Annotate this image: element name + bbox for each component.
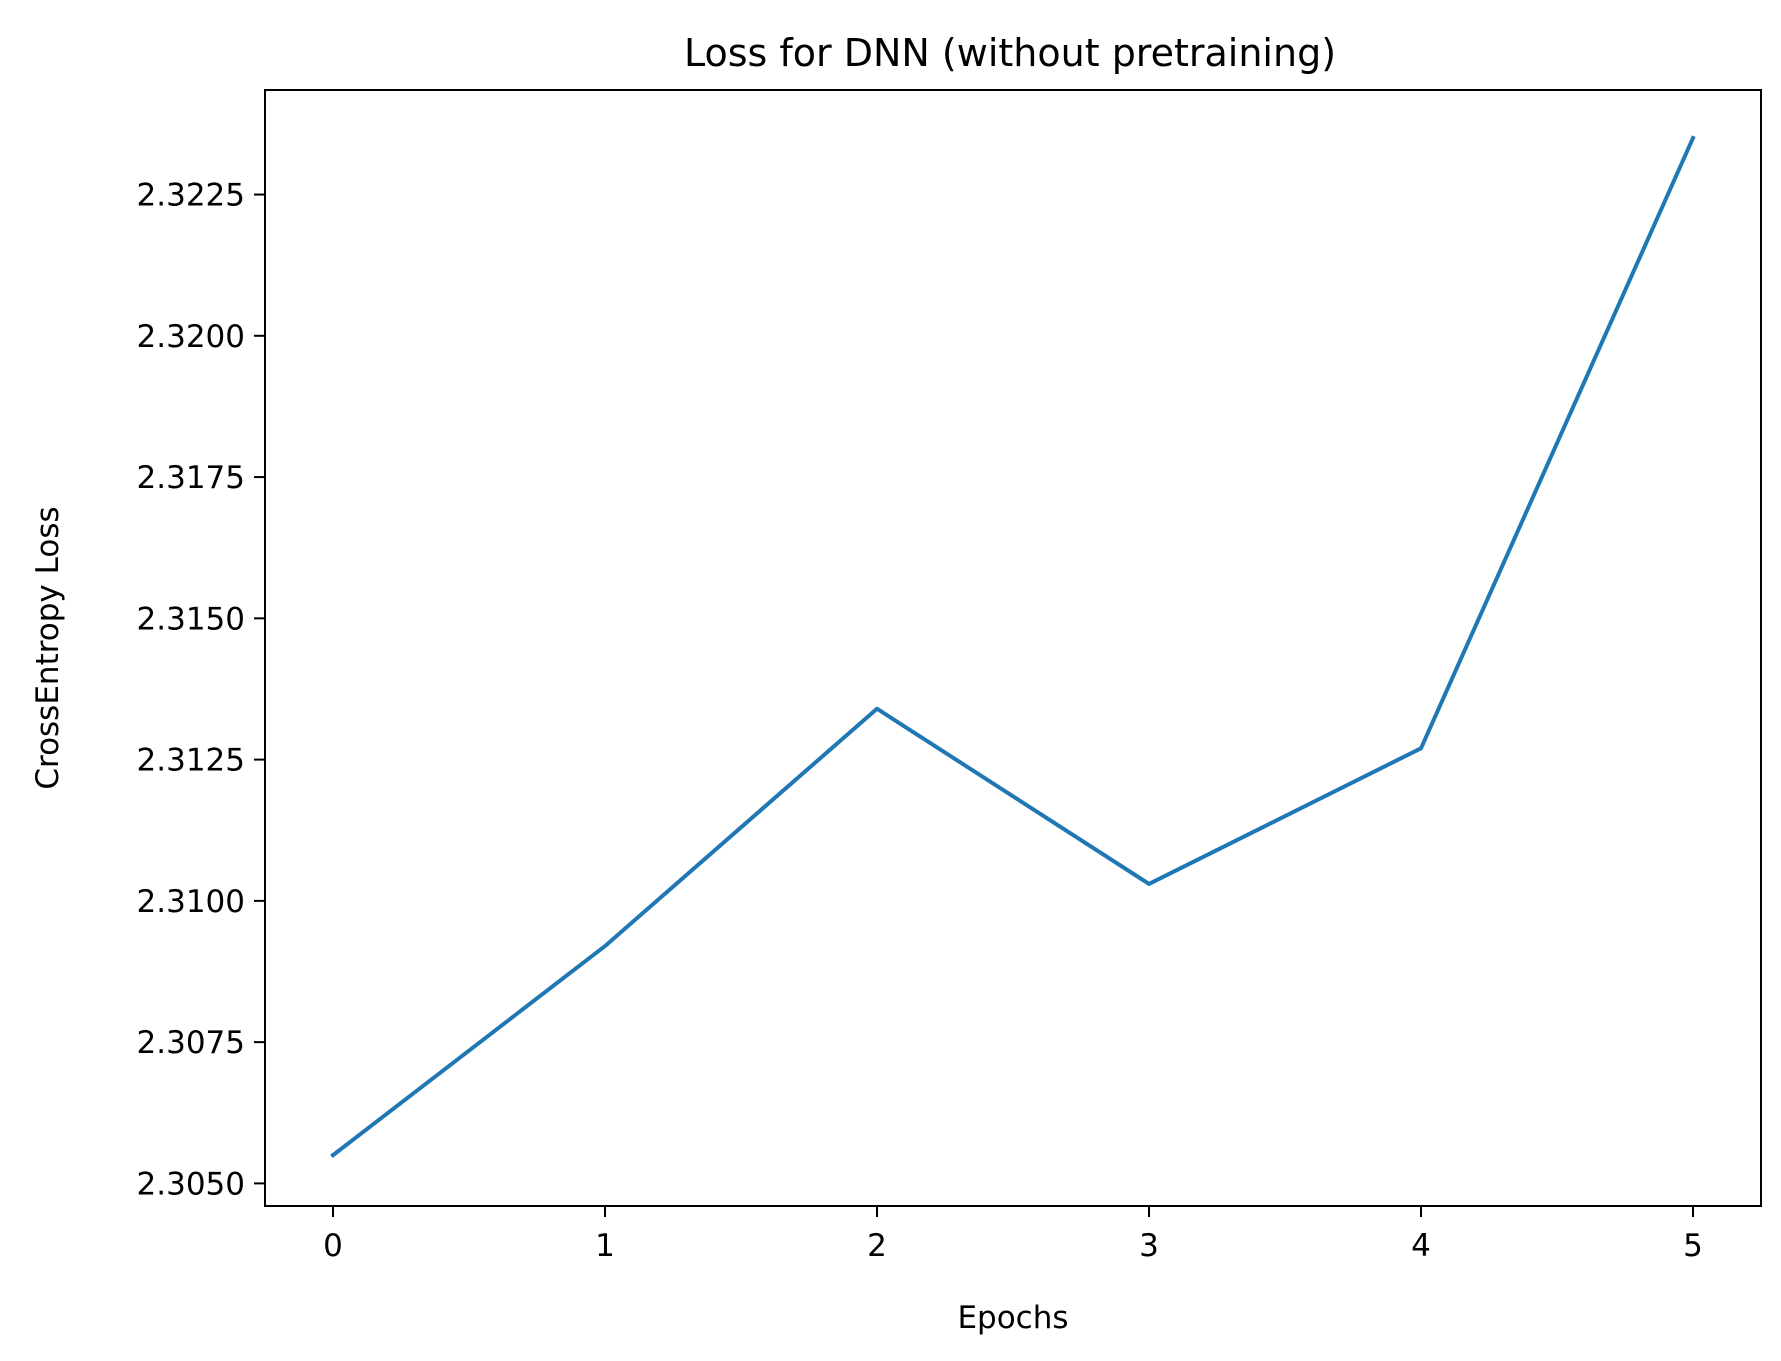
x-tick-label: 3 xyxy=(1139,1228,1159,1264)
y-axis-ticks: 2.3050 2.3075 2.3100 2.3125 2.3150 2.3175 2.32… xyxy=(137,178,265,1202)
x-tick-label: 1 xyxy=(595,1228,615,1264)
plot-frame xyxy=(264,89,1762,1207)
y-tick-label: 2.3225 xyxy=(137,178,245,214)
y-axis-label: CrossEntropy Loss xyxy=(30,506,66,789)
y-tick-label: 2.3150 xyxy=(137,601,245,637)
x-tick-label: 2 xyxy=(867,1228,887,1264)
x-tick-label: 0 xyxy=(323,1228,343,1264)
series-group xyxy=(330,135,1696,1158)
y-tick-label: 2.3050 xyxy=(137,1166,245,1202)
y-tick-label: 2.3200 xyxy=(137,319,245,355)
y-tick-label: 2.3100 xyxy=(137,884,245,920)
y-tick-label: 2.3125 xyxy=(137,743,245,779)
y-tick-label: 2.3075 xyxy=(137,1025,245,1061)
x-tick-label: 5 xyxy=(1683,1228,1703,1264)
plot-area: 2.3050 2.3075 2.3100 2.3125 2.3150 2.3175 2.32… xyxy=(137,89,1762,1264)
chart-title: Loss for DNN (without pretraining) xyxy=(684,31,1336,75)
x-axis-label: Epochs xyxy=(957,1300,1068,1336)
y-tick-label: 2.3175 xyxy=(137,460,245,496)
x-tick-label: 4 xyxy=(1411,1228,1431,1264)
x-axis-ticks: 0 1 2 3 4 5 xyxy=(323,1206,1703,1264)
series-line-0 xyxy=(330,135,1696,1158)
